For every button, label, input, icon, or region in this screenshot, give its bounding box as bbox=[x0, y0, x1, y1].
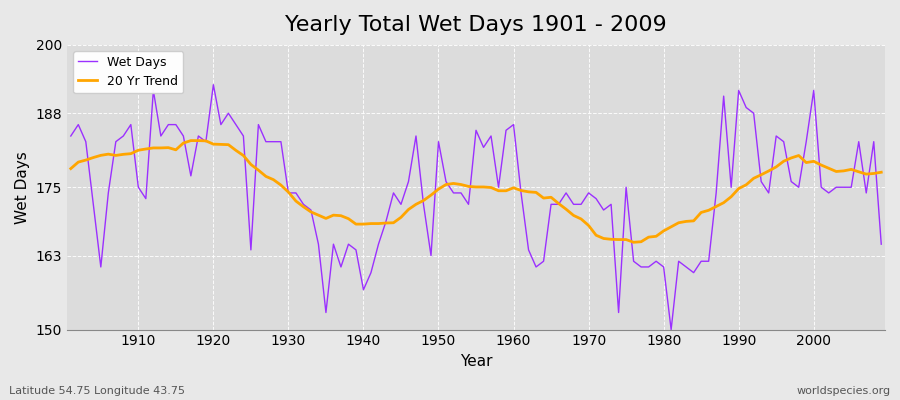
Wet Days bbox=[125, 122, 136, 127]
20 Yr Trend bbox=[66, 166, 77, 171]
20 Yr Trend bbox=[185, 138, 196, 143]
X-axis label: Year: Year bbox=[460, 354, 492, 369]
Wet Days bbox=[666, 327, 677, 332]
Title: Yearly Total Wet Days 1901 - 2009: Yearly Total Wet Days 1901 - 2009 bbox=[285, 15, 667, 35]
Line: Wet Days: Wet Days bbox=[71, 85, 881, 330]
Text: Latitude 54.75 Longitude 43.75: Latitude 54.75 Longitude 43.75 bbox=[9, 386, 185, 396]
Wet Days bbox=[606, 202, 616, 207]
20 Yr Trend bbox=[628, 240, 639, 245]
20 Yr Trend bbox=[298, 204, 309, 209]
Wet Days bbox=[66, 134, 77, 138]
Wet Days bbox=[876, 242, 886, 246]
Y-axis label: Wet Days: Wet Days bbox=[15, 151, 30, 224]
Wet Days bbox=[343, 242, 354, 246]
20 Yr Trend bbox=[125, 151, 136, 156]
20 Yr Trend bbox=[876, 170, 886, 175]
Wet Days bbox=[516, 190, 526, 195]
Legend: Wet Days, 20 Yr Trend: Wet Days, 20 Yr Trend bbox=[73, 51, 183, 93]
Wet Days bbox=[208, 82, 219, 87]
Wet Days bbox=[298, 202, 309, 207]
Wet Days bbox=[508, 122, 519, 127]
20 Yr Trend bbox=[508, 185, 519, 190]
20 Yr Trend bbox=[343, 216, 354, 221]
20 Yr Trend bbox=[516, 188, 526, 193]
Text: worldspecies.org: worldspecies.org bbox=[796, 386, 891, 396]
20 Yr Trend bbox=[606, 237, 616, 242]
Line: 20 Yr Trend: 20 Yr Trend bbox=[71, 141, 881, 242]
